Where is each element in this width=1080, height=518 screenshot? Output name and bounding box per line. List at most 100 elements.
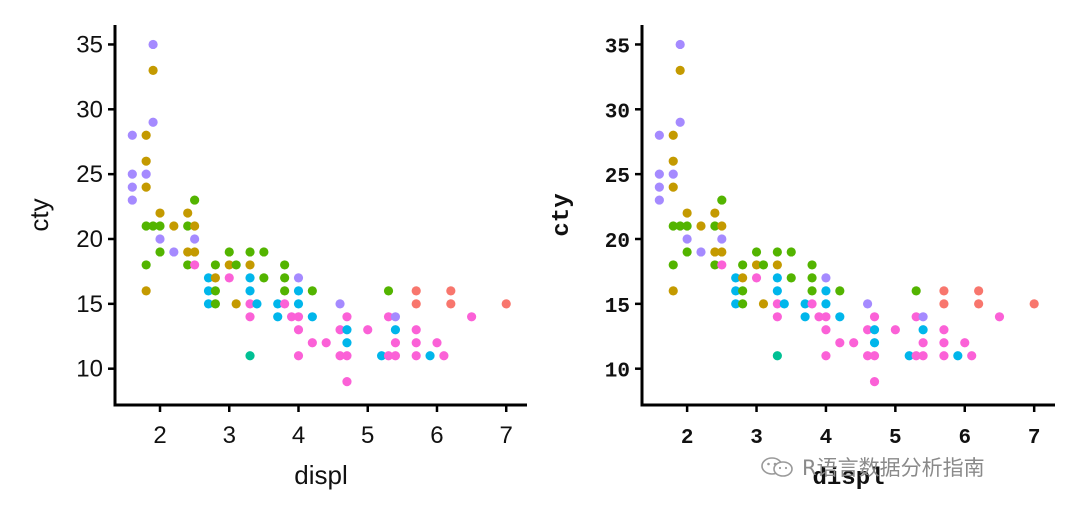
data-point	[710, 247, 720, 257]
data-point	[807, 299, 817, 309]
data-point	[280, 260, 290, 270]
data-point	[190, 260, 200, 270]
data-point	[210, 286, 221, 296]
data-point	[654, 195, 664, 205]
data-point	[786, 247, 796, 257]
wechat-icon	[761, 457, 793, 477]
data-point	[155, 221, 165, 231]
data-point	[710, 260, 720, 270]
data-point	[224, 247, 234, 257]
data-point	[127, 195, 137, 205]
data-point	[363, 325, 373, 335]
data-point	[821, 351, 831, 361]
data-point	[675, 39, 685, 50]
data-point	[273, 299, 283, 309]
data-point	[682, 247, 692, 257]
data-point	[758, 299, 769, 309]
data-point	[835, 286, 845, 296]
data-point	[376, 351, 387, 361]
x-axis-label: displ	[812, 465, 884, 492]
data-point	[682, 234, 692, 244]
data-point	[696, 247, 706, 257]
x-tick-label: 2	[153, 422, 166, 449]
data-point	[383, 286, 394, 296]
data-point	[141, 221, 151, 231]
data-point	[668, 169, 678, 179]
data-point	[141, 130, 151, 140]
data-point	[682, 208, 692, 218]
data-point	[939, 351, 949, 361]
data-point	[918, 351, 928, 361]
data-point	[974, 286, 984, 296]
y-tick-label: 35	[605, 36, 630, 59]
data-point	[335, 325, 345, 335]
data-point	[772, 286, 782, 296]
data-point	[751, 247, 762, 257]
data-point	[342, 377, 352, 387]
data-point	[668, 182, 678, 192]
data-point	[439, 351, 449, 361]
data-point	[717, 221, 727, 231]
data-point	[390, 325, 401, 335]
data-point	[821, 325, 831, 335]
x-tick-label: 5	[889, 427, 902, 450]
data-point	[342, 312, 352, 322]
data-point	[411, 351, 421, 361]
data-point	[411, 299, 421, 309]
y-tick-label: 30	[605, 101, 630, 124]
data-point	[245, 247, 255, 257]
data-point	[169, 221, 179, 231]
data-point	[245, 312, 255, 322]
data-point	[127, 130, 137, 140]
data-point	[696, 221, 706, 231]
data-point	[190, 221, 200, 231]
x-tick-label: 6	[958, 427, 971, 450]
data-point	[148, 221, 158, 231]
x-tick-label: 7	[500, 422, 513, 449]
y-tick-label: 20	[605, 231, 630, 254]
data-point	[779, 299, 789, 309]
data-point	[807, 286, 817, 296]
data-point	[675, 65, 685, 75]
data-point	[939, 325, 949, 335]
data-point	[335, 299, 345, 309]
data-point	[717, 195, 727, 205]
data-point	[293, 299, 304, 309]
data-point	[731, 299, 741, 309]
data-point	[786, 273, 796, 283]
x-tick-label: 2	[681, 427, 694, 450]
data-point	[869, 338, 880, 348]
data-point	[141, 182, 151, 192]
data-point	[390, 351, 401, 361]
data-point	[148, 65, 158, 75]
data-point	[390, 312, 401, 322]
data-point	[675, 117, 685, 127]
data-point	[751, 260, 762, 270]
data-point	[772, 312, 782, 322]
data-point	[293, 351, 304, 361]
data-point	[411, 286, 421, 296]
data-point	[183, 221, 193, 231]
data-point	[210, 299, 221, 309]
data-point	[183, 247, 193, 257]
data-point	[772, 260, 782, 270]
data-point	[731, 273, 741, 283]
data-point	[190, 234, 200, 244]
data-point	[939, 338, 949, 348]
data-point	[654, 169, 664, 179]
data-point	[821, 299, 831, 309]
data-point	[259, 247, 269, 257]
data-point	[668, 156, 678, 166]
data-point	[280, 286, 290, 296]
data-point	[738, 260, 748, 270]
data-point	[1029, 299, 1039, 309]
data-point	[738, 299, 748, 309]
data-point	[800, 312, 810, 322]
data-point	[321, 338, 331, 348]
data-point	[286, 312, 297, 322]
data-point	[911, 351, 921, 361]
data-point	[183, 208, 193, 218]
data-point	[155, 247, 165, 257]
data-point	[307, 286, 317, 296]
data-point	[203, 299, 214, 309]
